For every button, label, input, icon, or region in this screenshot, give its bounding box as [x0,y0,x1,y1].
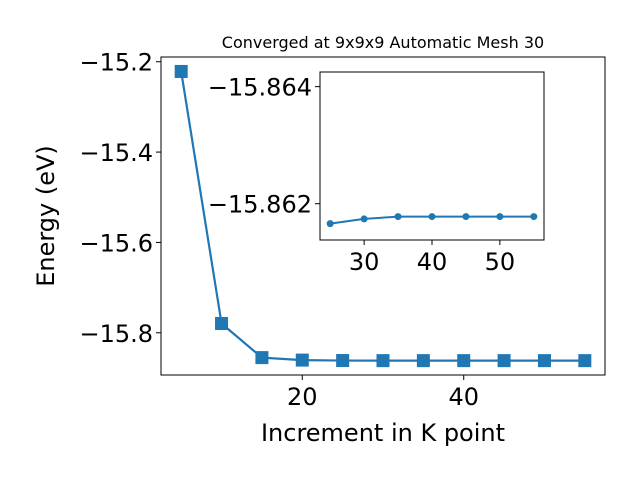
main-y-tick-label: −15.8 [79,320,153,348]
main-data-point [578,354,592,368]
inset-x-ticks: 30 40 50 [349,240,515,276]
inset-y-tick-label: −15.864 [208,74,312,102]
inset-x-tick-label: 40 [417,248,448,276]
main-data-point [537,354,551,368]
main-chart: Converged at 9x9x9 Automatic Mesh 30 Inc… [32,33,606,447]
main-data-point [255,351,269,365]
chart-title: Converged at 9x9x9 Automatic Mesh 30 [222,33,544,52]
main-data-point [416,354,430,368]
main-data-point [336,354,350,368]
inset-series [326,213,538,228]
inset-data-point [496,213,504,221]
inset-data-point [462,213,470,221]
main-x-tick-label: 20 [287,383,318,411]
main-series [174,64,592,368]
main-data-point [457,354,471,368]
inset-plot-background [320,72,544,240]
inset-y-ticks: −15.864 −15.862 [208,74,320,219]
inset-data-point [326,220,334,228]
main-y-tick-label: −15.6 [79,229,153,257]
inset-x-tick-label: 50 [485,248,516,276]
main-x-tick-label: 40 [448,383,479,411]
main-x-ticks: 20 40 [287,375,479,411]
inset-chart: 30 40 50 −15.864 −15.862 [208,71,545,276]
inset-data-point [360,215,368,223]
main-y-ticks: −15.2 −15.4 −15.6 −15.8 [79,49,161,348]
main-data-point [215,317,229,331]
main-y-tick-label: −15.4 [79,139,153,167]
inset-y-tick-label: −15.862 [208,191,312,219]
main-plot-frame [160,56,606,376]
main-data-point [376,354,390,368]
inset-data-point [530,213,538,221]
main-data-point [497,354,511,368]
y-axis-label: Energy (eV) [32,145,60,287]
inset-data-point [394,213,402,221]
inset-data-point [428,213,436,221]
main-data-point [174,64,188,78]
inset-x-tick-label: 30 [349,248,380,276]
main-data-point [295,353,309,367]
x-axis-label: Increment in K point [261,419,505,447]
main-y-tick-label: −15.2 [79,49,153,77]
